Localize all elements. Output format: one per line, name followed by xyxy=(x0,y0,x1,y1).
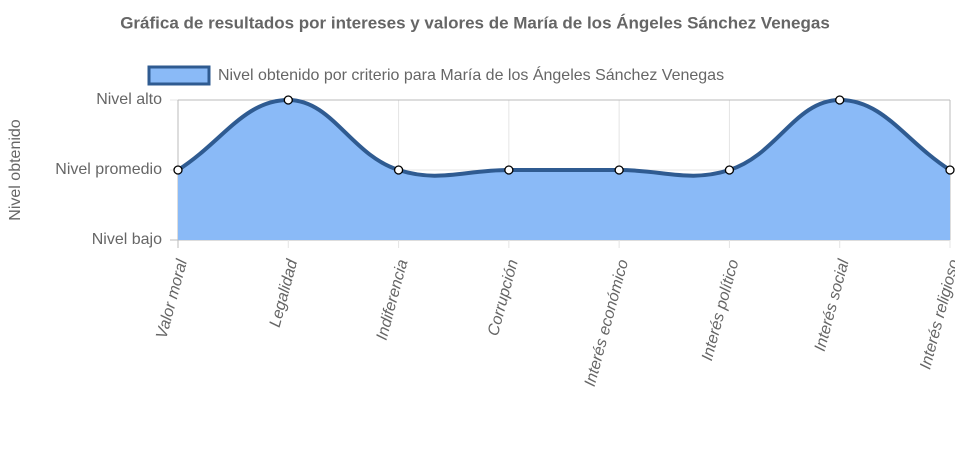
legend-label: Nivel obtenido por criterio para María d… xyxy=(218,65,724,84)
y-tick-label: Nivel alto xyxy=(96,91,162,108)
point xyxy=(173,165,183,175)
x-tick-label: Legalidad xyxy=(267,257,302,330)
point xyxy=(283,95,293,105)
line xyxy=(176,97,952,178)
point xyxy=(724,165,735,175)
y-tick-label: Nivel bajo xyxy=(92,231,162,248)
chart-title: Gráfica de resultados por intereses y va… xyxy=(120,13,830,32)
point xyxy=(945,165,955,175)
x-tick-label: Indiferencia xyxy=(374,258,412,342)
point xyxy=(393,165,404,175)
point xyxy=(835,95,845,105)
x-tick-label: Interés religioso xyxy=(917,258,955,372)
x-tick-label: Corrupción xyxy=(485,258,522,338)
point xyxy=(614,165,624,175)
x-tick-label: Interés económico xyxy=(582,258,632,389)
point xyxy=(504,165,514,175)
y-tick-label: Nivel promedio xyxy=(55,161,162,178)
x-tick-label: Valor moral xyxy=(153,257,191,340)
y-axis-label: Nivel obtenido xyxy=(7,119,24,221)
x-tick-label: Interés político xyxy=(699,258,742,363)
x-tick-label: Interés social xyxy=(812,257,853,353)
legend-swatch xyxy=(147,65,211,86)
